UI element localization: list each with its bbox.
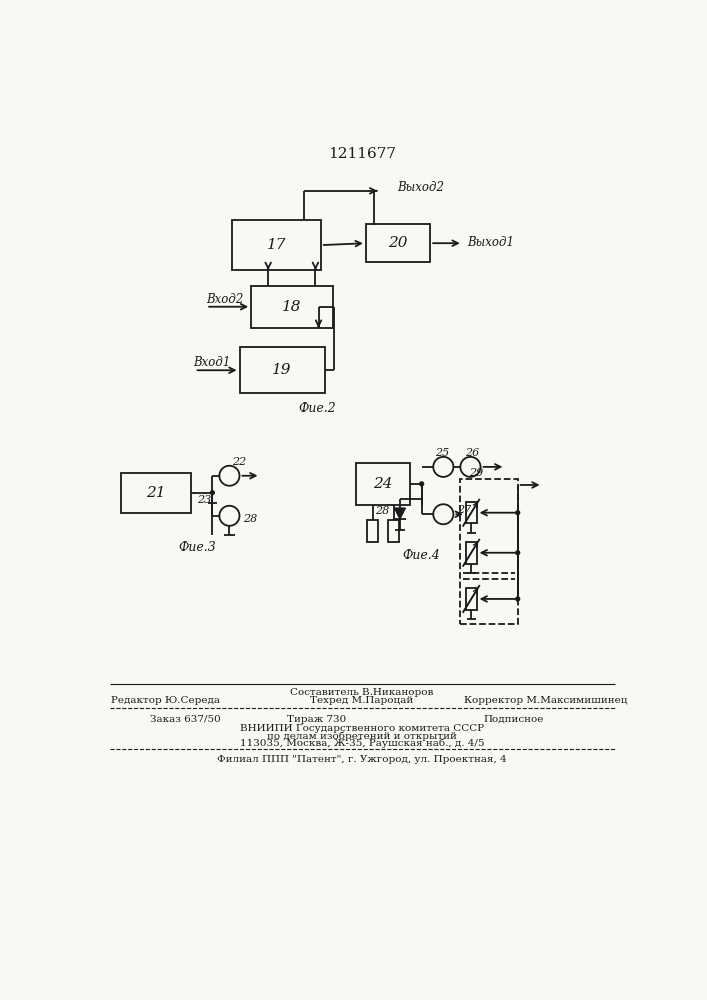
Text: 28: 28 [375,506,389,516]
Bar [368,520,378,542]
Text: Вход2: Вход2 [206,293,243,306]
Polygon shape [395,508,405,519]
Text: по делам изобретений и открытий: по делам изобретений и открытий [267,731,457,741]
Text: Редактор Ю.Середа: Редактор Ю.Середа [112,696,221,705]
Circle shape [211,491,214,495]
Text: Выход2: Выход2 [397,181,444,194]
Bar [232,220,321,270]
Text: 21: 21 [146,486,165,500]
Text: 22: 22 [233,457,247,467]
Text: Филиал ППП "Патент", г. Ужгород, ул. Проектная, 4: Филиал ППП "Патент", г. Ужгород, ул. Про… [217,755,507,764]
Text: 17: 17 [267,238,286,252]
Text: 23: 23 [197,495,211,505]
Text: 19: 19 [272,363,292,377]
Text: 26: 26 [465,448,479,458]
Text: Корректор М.Максимишинец: Корректор М.Максимишинец [464,696,627,705]
Circle shape [516,551,520,555]
Text: 113035, Москва, Ж-35, Раушская наб., д. 4/5: 113035, Москва, Ж-35, Раушская наб., д. … [240,738,484,748]
Text: 1211677: 1211677 [328,147,396,161]
Text: Вход1: Вход1 [193,356,230,369]
Circle shape [516,597,520,601]
Circle shape [516,511,520,515]
Text: Фие.4: Фие.4 [403,549,440,562]
Text: 29: 29 [469,468,483,478]
Text: Тираж 730: Тираж 730 [287,715,346,724]
Text: Составитель В.Никаноров: Составитель В.Никаноров [291,688,433,697]
Text: ВНИИПИ Государственного комитета СССР: ВНИИПИ Государственного комитета СССР [240,724,484,733]
Bar [240,347,325,393]
Text: 24: 24 [373,477,392,491]
Text: 18: 18 [282,300,302,314]
Text: 28: 28 [243,514,257,524]
Bar [388,520,399,542]
Bar [466,542,477,564]
Bar [121,473,191,513]
Text: Техред М.Пароцай: Техред М.Пароцай [310,696,414,705]
Text: Фие.3: Фие.3 [178,541,216,554]
Bar [466,588,477,610]
Circle shape [420,482,423,486]
Text: 27: 27 [457,505,472,515]
Text: 20: 20 [388,236,408,250]
Text: 25: 25 [435,448,449,458]
Bar [251,286,332,328]
Text: Подписное: Подписное [484,715,544,724]
Bar [460,479,518,624]
Text: Заказ 637/50: Заказ 637/50 [151,715,221,724]
Bar [366,224,430,262]
Text: Выход1: Выход1 [467,236,515,249]
Bar [356,463,410,505]
Text: Фие.2: Фие.2 [298,402,336,415]
Bar [466,502,477,523]
